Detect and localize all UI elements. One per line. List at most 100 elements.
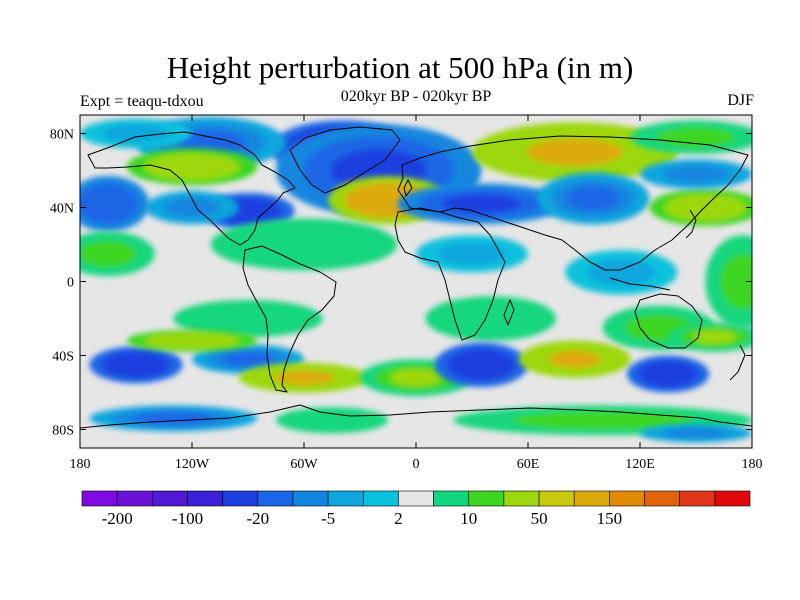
anomaly-cell — [425, 296, 556, 341]
anomaly-cell — [80, 118, 192, 149]
coastline-japan — [685, 209, 697, 239]
anomaly-contour — [164, 197, 220, 218]
y-tick-label: 40S — [52, 350, 74, 365]
colorbar-label: -100 — [172, 509, 203, 528]
anomaly-cell — [238, 362, 370, 393]
y-tick-label: 40N — [50, 202, 74, 217]
x-tick-label: 60W — [290, 457, 318, 472]
colorbar-swatch — [644, 490, 680, 507]
anomaly-cell — [126, 329, 258, 352]
anomaly-contour — [80, 240, 136, 268]
anomaly-contour — [679, 198, 732, 217]
anomaly-cell — [565, 250, 678, 295]
anomaly-contour — [298, 412, 366, 429]
colorbar-swatch — [292, 490, 329, 507]
coastline-uk — [403, 179, 413, 197]
anomaly-cell — [640, 423, 752, 443]
anomaly-contour — [513, 411, 693, 430]
colorbar-label: 10 — [460, 509, 477, 528]
x-tick-label: 180 — [70, 457, 91, 472]
anomaly-contour — [720, 253, 752, 310]
colorbar-label: 50 — [531, 509, 548, 528]
colorbar-swatch — [327, 490, 364, 507]
coastline-new-zealand — [729, 344, 746, 381]
coastline-south-america — [242, 245, 337, 393]
anomaly-cell — [630, 120, 752, 154]
anomaly-contour — [102, 124, 170, 143]
coastline-madagascar — [503, 299, 515, 326]
x-tick-label: 60E — [517, 457, 540, 472]
anomaly-cell — [640, 159, 752, 189]
colorbar-swatch — [573, 490, 610, 507]
x-tick-label: 180 — [742, 457, 763, 472]
colorbar-swatch — [81, 490, 118, 507]
anomaly-cell — [80, 231, 155, 276]
anomaly-cell — [397, 183, 566, 225]
colorbar-label: 2 — [394, 509, 403, 528]
anomaly-contour — [161, 335, 223, 346]
coastlines — [80, 126, 752, 429]
season-label: DJF — [727, 92, 754, 109]
anomaly-cell — [126, 148, 258, 186]
anomaly-contour — [442, 194, 521, 214]
coastline-north-america — [87, 131, 296, 246]
anomaly-contour — [567, 186, 620, 211]
anomaly-contour — [587, 259, 655, 286]
colorbar-label: 150 — [597, 509, 623, 528]
anomaly-cell — [705, 235, 752, 328]
anomaly-contour — [161, 158, 223, 176]
colorbar-swatch — [222, 490, 259, 507]
colorbar-swatch — [398, 490, 434, 507]
anomaly-cell — [434, 342, 528, 387]
anomaly-cell — [276, 407, 388, 434]
x-tick-label: 120E — [625, 457, 655, 472]
anomaly-contour — [451, 305, 530, 332]
colorbar: -200 -100 -20 -5 2 10 50 150 — [81, 490, 751, 528]
chart-subtitle: 020kyr BP - 020kyr BP — [340, 88, 492, 105]
anomaly-cell — [80, 176, 150, 232]
axes: 180 120W 60W 0 60E 120E 180 80N 40N 0 40S 80S — [50, 115, 763, 472]
anomaly-contour — [221, 352, 275, 367]
anomaly-cell — [145, 190, 239, 225]
experiment-label: Expt = teaqu-tdxou — [80, 93, 204, 110]
anomaly-contour — [389, 369, 443, 387]
colorbar-swatch — [433, 490, 470, 507]
anomaly-contour — [248, 229, 360, 260]
colorbar-label: -20 — [246, 509, 269, 528]
colorbar-swatch — [187, 490, 223, 507]
anomaly-cell — [173, 300, 323, 337]
coastline-greenland — [289, 126, 401, 194]
anomaly-cell — [537, 172, 650, 225]
colorbar-swatch — [714, 490, 751, 507]
anomaly-cell — [668, 322, 752, 352]
x-tick-label: 0 — [413, 457, 420, 472]
coastline-africa — [394, 207, 506, 341]
coastline-australia — [634, 293, 703, 349]
anomaly-cell — [649, 189, 752, 226]
anomaly-cell — [472, 122, 678, 182]
anomaly-contour — [203, 307, 293, 330]
x-tick-label: 120W — [175, 457, 210, 472]
chart-title: Height perturbation at 500 hPa (in m) — [166, 50, 634, 85]
anomaly-contour — [114, 356, 158, 374]
colorbar-swatch — [152, 490, 188, 507]
anomaly-cell — [416, 235, 528, 273]
anomaly-contour — [88, 190, 128, 217]
colorbar-swatch — [538, 490, 575, 507]
anomaly-contour — [438, 242, 506, 265]
map-area — [80, 115, 752, 448]
anomaly-cell — [518, 340, 631, 378]
colorbar-swatch — [503, 490, 540, 507]
colorbar-label: -200 — [102, 509, 133, 528]
anomaly-contour — [526, 138, 623, 166]
anomaly-cell — [89, 405, 258, 432]
anomaly-contour — [692, 330, 737, 344]
colorbar-swatch — [116, 490, 153, 507]
coastline-antarctica — [80, 404, 752, 429]
anomaly-contour — [662, 427, 730, 439]
anomaly-field — [80, 116, 752, 443]
anomaly-cell — [210, 218, 398, 271]
anomaly-contour — [662, 165, 730, 184]
colorbar-label: -5 — [321, 509, 335, 528]
